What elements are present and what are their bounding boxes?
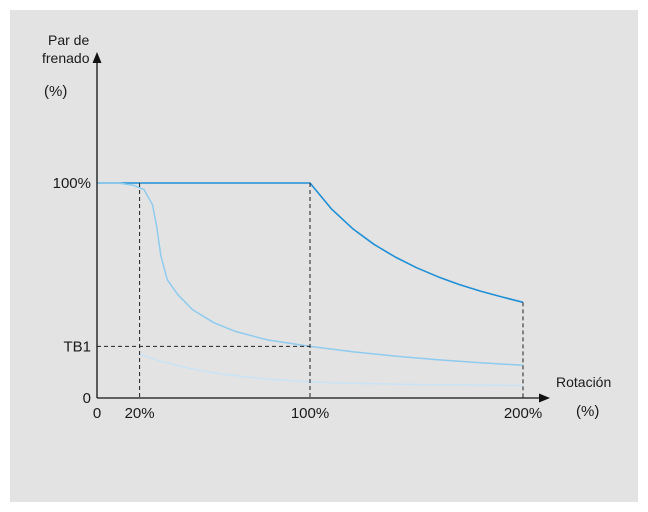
y-tick-label: 100% — [53, 175, 91, 192]
curves-layer — [97, 182, 524, 387]
x-tick-label: 200% — [504, 405, 542, 422]
y-axis-label-line1: Par de — [48, 32, 89, 48]
series-line-3 — [139, 353, 524, 387]
x-tick-label: 0 — [93, 405, 101, 422]
x-tick-label: 100% — [291, 405, 329, 422]
x-axis-unit: (%) — [576, 403, 599, 420]
chart-panel: Par de frenado (%) Rotación (%) 0 20% 100%… — [10, 10, 638, 502]
y-axis-unit: (%) — [44, 83, 67, 100]
braking-torque-chart: Par de frenado (%) Rotación (%) 0 20% 100%… — [42, 32, 611, 422]
x-tick-label: 20% — [125, 405, 155, 422]
y-tick-label: 0 — [83, 390, 91, 407]
x-axis-arrow — [539, 393, 550, 403]
x-axis-label: Rotación — [556, 374, 611, 390]
tick-labels: 0 20% 100% 200% 0 TB1 100% — [53, 175, 543, 422]
series-line-2 — [97, 182, 524, 367]
series-line-1 — [97, 182, 524, 304]
guides-layer — [97, 183, 524, 398]
y-axis-label-line2: frenado — [42, 50, 90, 66]
y-tick-label: TB1 — [63, 338, 91, 355]
y-axis-arrow — [92, 52, 102, 63]
